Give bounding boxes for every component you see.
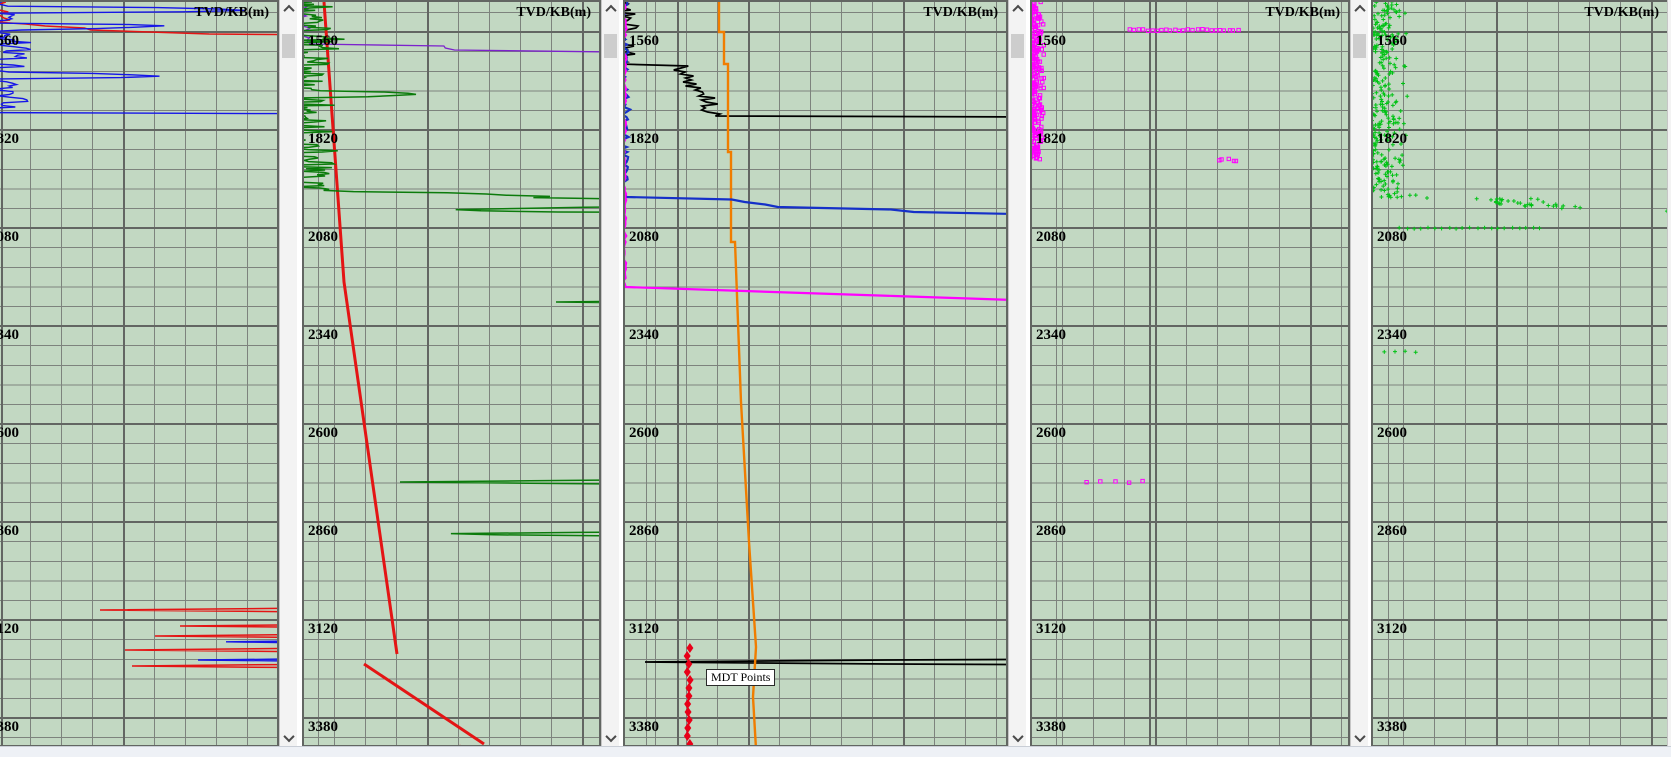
depth-axis-unit-label: TVD/KB(m) [1265,5,1340,20]
scroll-down-button[interactable] [602,730,619,746]
chevron-down-icon [1353,730,1366,743]
depth-tick-label: 3380 [1377,719,1407,735]
depth-axis-unit-label: TVD/KB(m) [194,5,269,20]
chevron-down-icon [604,730,617,743]
scroll-up-button[interactable] [602,1,619,17]
log-track-1: TVD/KB(m) 1560 1820 2080 2340 2600 2860 3120 33… [0,0,297,747]
depth-tick-label: 1560 [1377,33,1407,49]
depth-tick-label: 2860 [0,523,19,539]
track-4-plot-area[interactable]: TVD/KB(m) 1560 1820 2080 2340 2600 2860 3120 33… [1030,0,1350,747]
scroll-down-button[interactable] [1351,730,1368,746]
depth-tick-label: 2600 [1036,425,1066,441]
depth-tick-label: 2080 [1036,229,1066,245]
chevron-up-icon [282,4,295,17]
chevron-down-icon [282,730,295,743]
black-log-curve [625,2,1006,666]
depth-tick-label: 2080 [629,229,659,245]
scroll-up-button[interactable] [1351,1,1368,17]
depth-tick-label: 3120 [629,621,659,637]
track-3-plot-area[interactable]: TVD/KB(m) MDT Points 1560 1820 2080 2340 260… [623,0,1008,747]
depth-tick-label: 2860 [1377,523,1407,539]
depth-tick-label: 2600 [0,425,19,441]
depth-tick-label: 1560 [1036,33,1066,49]
depth-tick-label: 2600 [308,425,338,441]
chevron-down-icon [1011,730,1024,743]
track-curves-layer [304,2,599,745]
depth-tick-label: 1560 [629,33,659,49]
depth-tick-label: 2860 [629,523,659,539]
track-4-vertical-scrollbar[interactable] [1350,0,1368,747]
depth-tick-label: 2600 [629,425,659,441]
scroll-up-button[interactable] [1009,1,1026,17]
track-3-vertical-scrollbar[interactable] [1008,0,1026,747]
scroll-down-button[interactable] [1009,730,1026,746]
depth-tick-label: 2340 [0,327,19,343]
scroll-up-button[interactable] [280,1,297,17]
depth-tick-label: 2080 [1377,229,1407,245]
depth-tick-label: 1820 [629,131,659,147]
track-2-vertical-scrollbar[interactable] [601,0,619,747]
depth-tick-label: 2600 [1377,425,1407,441]
log-track-3: TVD/KB(m) MDT Points 1560 1820 2080 2340 260… [623,0,1026,747]
violet-log-curve [304,4,599,53]
log-track-4: TVD/KB(m) 1560 1820 2080 2340 2600 2860 3120 33… [1030,0,1368,747]
scrollbar-thumb[interactable] [604,34,617,58]
depth-tick-label: 2340 [1377,327,1407,343]
depth-tick-label: 3120 [1377,621,1407,637]
chevron-up-icon [604,4,617,17]
log-track-2: TVD/KB(m) 1560 1820 2080 2340 2600 2860 3120 33… [302,0,619,747]
depth-tick-label: 2340 [308,327,338,343]
depth-tick-label: 1560 [308,33,338,49]
orange-log-curve [717,2,758,745]
depth-tick-label: 2340 [1036,327,1066,343]
scrollbar-thumb[interactable] [1011,34,1024,58]
depth-tick-label: 1820 [0,131,19,147]
red-trend-line [322,2,485,745]
depth-tick-label: 3120 [308,621,338,637]
depth-tick-label: 2080 [308,229,338,245]
scrollbar-thumb[interactable] [1353,34,1366,58]
depth-tick-label: 1820 [308,131,338,147]
track-curves-layer [1373,2,1667,355]
mdt-points-annotation: MDT Points [706,669,776,686]
magenta-log-curve [625,3,1006,301]
track-curves-layer [0,2,277,669]
depth-tick-label: 3120 [0,621,19,637]
depth-tick-label: 1820 [1377,131,1407,147]
scrollbar-thumb[interactable] [282,34,295,58]
depth-tick-label: 2860 [308,523,338,539]
depth-tick-label: 3380 [308,719,338,735]
depth-tick-label: 2340 [629,327,659,343]
depth-tick-label: 1820 [1036,131,1066,147]
blue-log-curve [625,2,1006,215]
depth-tick-label: 2080 [0,229,19,245]
horizontal-scrollbar[interactable] [0,746,1671,757]
track-curves-layer [1032,2,1241,485]
mdt-points-markers [683,643,694,745]
depth-tick-label: 3380 [629,719,659,735]
magenta-scatter-points [1032,2,1241,485]
depth-tick-label: 3380 [0,719,19,735]
scroll-down-button[interactable] [280,730,297,746]
depth-tick-label: 3380 [1036,719,1066,735]
log-track-5: TVD/KB(m) 1560 1820 2080 2340 2600 2860 3120 33… [1371,0,1671,747]
chevron-up-icon [1353,4,1366,17]
track-curves-layer [625,2,1006,745]
green-scatter-points [1373,2,1667,355]
depth-tick-label: 3120 [1036,621,1066,637]
chevron-up-icon [1011,4,1024,17]
track-2-plot-area[interactable]: TVD/KB(m) 1560 1820 2080 2340 2600 2860 3120 33… [302,0,601,747]
depth-tick-label: 2860 [1036,523,1066,539]
depth-tick-label: 1560 [0,33,19,49]
track-1-vertical-scrollbar[interactable] [279,0,297,747]
track-1-plot-area[interactable]: TVD/KB(m) 1560 1820 2080 2340 2600 2860 3120 33… [0,0,279,747]
darkgreen-log-curve [304,2,599,537]
depth-axis-unit-label: TVD/KB(m) [1584,5,1659,20]
depth-axis-unit-label: TVD/KB(m) [923,5,998,20]
track-5-plot-area[interactable]: TVD/KB(m) 1560 1820 2080 2340 2600 2860 3120 33… [1371,0,1667,747]
depth-axis-unit-label: TVD/KB(m) [516,5,591,20]
track-5-vertical-scrollbar[interactable] [1667,0,1671,747]
